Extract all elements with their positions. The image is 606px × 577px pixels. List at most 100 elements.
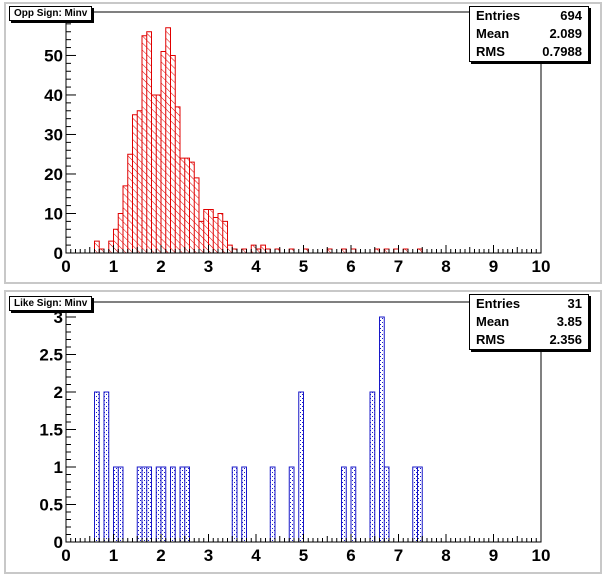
- opp-y-tick-label: 40: [44, 86, 63, 105]
- opp-entries-value: 694: [560, 8, 582, 23]
- opp-bin-bar: [393, 249, 399, 253]
- like-rms-label: RMS: [476, 332, 505, 347]
- like-bin-bar: [161, 467, 166, 542]
- opp-x-tick-label: 1: [109, 257, 118, 276]
- like-histogram-outline: [94, 316, 423, 542]
- opp-bin-bar: [218, 213, 223, 253]
- opp-bin-bar: [384, 249, 389, 253]
- opp-stats-entries: Entries 694: [470, 7, 588, 25]
- opp-sign-title: Opp Sign: Minv: [9, 6, 93, 21]
- opp-bin-bar: [189, 162, 195, 253]
- like-y-tick-label: 1.5: [39, 421, 63, 440]
- opp-x-tick-label: 4: [251, 257, 261, 276]
- like-bin-bar: [417, 467, 423, 542]
- opp-bin-bar: [132, 114, 138, 253]
- opp-y-tick-label: 50: [44, 46, 63, 65]
- opp-stats-rms: RMS 0.7988: [470, 43, 588, 61]
- opp-bin-bar: [113, 229, 119, 253]
- opp-bin-bar: [118, 213, 123, 253]
- opp-bin-bar: [146, 31, 152, 253]
- like-bin-bar: [384, 467, 389, 542]
- like-x-tick-label: 5: [299, 546, 308, 565]
- like-y-tick-label: 1: [54, 458, 63, 477]
- opp-bin-bar: [227, 245, 233, 253]
- like-bin-bar: [270, 467, 275, 542]
- opp-x-tick-label: 6: [346, 257, 355, 276]
- like-bin-bar: [351, 467, 356, 542]
- like-y-tick-label: 3: [54, 308, 63, 327]
- opp-bin-bar: [184, 158, 190, 253]
- opp-bin-bar: [403, 249, 408, 253]
- like-bin-bar: [180, 467, 185, 542]
- like-bin-bar: [298, 392, 304, 542]
- opp-mean-value: 2.089: [549, 26, 582, 41]
- like-bin-bar: [341, 467, 347, 542]
- like-entries-value: 31: [567, 296, 582, 311]
- like-sign-title: Like Sign: Minv: [9, 296, 93, 311]
- like-x-tick-label: 8: [441, 546, 450, 565]
- opp-bin-bar: [94, 241, 100, 253]
- like-bin-bar: [170, 467, 176, 542]
- like-mean-label: Mean: [476, 314, 510, 329]
- opp-y-tick-label: 30: [44, 125, 63, 144]
- like-sign-stats-box: Entries 31 Mean 3.85 RMS 2.356: [469, 294, 589, 350]
- opp-bin-bar: [208, 209, 214, 253]
- opp-bin-bar: [161, 51, 166, 254]
- opp-bin-bar: [180, 158, 185, 253]
- opp-bin-bar: [417, 249, 423, 253]
- opp-bin-bar: [123, 185, 128, 253]
- like-bin-bar: [137, 467, 142, 542]
- opp-bin-bar: [151, 94, 157, 253]
- opp-bin-bar: [303, 249, 309, 253]
- opp-x-tick-label: 5: [299, 257, 308, 276]
- opp-sign-stats-box: Entries 694 Mean 2.089 RMS 0.7988: [469, 6, 589, 62]
- opp-x-tick-label: 10: [532, 257, 551, 276]
- opp-y-tick-label: 0: [54, 244, 63, 263]
- opp-entries-label: Entries: [476, 8, 521, 23]
- opp-bin-bar: [341, 249, 347, 253]
- like-y-tick-label: 2.5: [39, 346, 63, 365]
- opp-bin-bar: [275, 249, 280, 253]
- opp-bin-bar: [260, 245, 266, 253]
- opp-bin-bar: [203, 209, 209, 253]
- opp-stats-mean: Mean 2.089: [470, 25, 588, 43]
- like-bin-bar: [184, 467, 190, 542]
- like-mean-value: 3.85: [556, 314, 582, 329]
- opp-bin-bar: [374, 249, 380, 253]
- opp-bin-bar: [256, 249, 261, 253]
- like-x-tick-label: 3: [204, 546, 213, 565]
- opp-bin-bar: [137, 110, 142, 253]
- like-bin-bar: [146, 467, 152, 542]
- like-bin-bar: [241, 467, 247, 542]
- opp-bin-bar: [194, 177, 199, 253]
- opp-x-tick-label: 7: [394, 257, 403, 276]
- like-rms-value: 2.356: [549, 332, 582, 347]
- like-entries-label: Entries: [476, 296, 521, 311]
- like-bin-bar: [232, 467, 237, 542]
- opp-rms-label: RMS: [476, 44, 505, 59]
- opp-x-tick-label: 9: [489, 257, 498, 276]
- opp-bin-bar: [289, 249, 294, 253]
- like-sign-pad: 0 1 2 3 4 5 6 7 8 9 10 0 0.5 1 1.5 2 2.5 3: [4, 290, 602, 574]
- opp-y-tick-label: 10: [44, 204, 63, 223]
- like-x-tick-label: 7: [394, 546, 403, 565]
- opp-bin-bar: [232, 249, 237, 253]
- opp-x-tick-label: 8: [441, 257, 450, 276]
- opp-bin-bar: [108, 241, 114, 253]
- opp-bin-bar: [175, 106, 180, 253]
- opp-bin-bar: [165, 27, 171, 253]
- opp-bin-bar: [265, 249, 271, 253]
- opp-bin-bar: [251, 245, 256, 253]
- opp-x-tick-label: 0: [61, 257, 70, 276]
- like-bin-bar: [113, 467, 119, 542]
- opp-y-tick-label: 20: [44, 165, 63, 184]
- like-bin-bar: [156, 467, 161, 542]
- opp-bin-bar: [327, 249, 332, 253]
- like-x-tick-label: 2: [156, 546, 165, 565]
- opp-bin-bar: [156, 94, 161, 253]
- like-bin-bar: [412, 467, 418, 542]
- like-bin-bar: [142, 467, 147, 542]
- opp-bin-bar: [170, 55, 176, 253]
- opp-bin-bar: [222, 221, 228, 253]
